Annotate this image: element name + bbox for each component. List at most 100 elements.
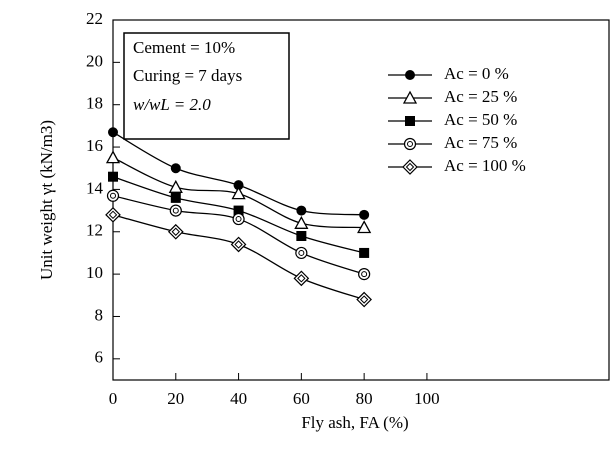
annotation-box: [123, 32, 290, 140]
y-tick-label: 6: [95, 348, 104, 367]
marker: [296, 205, 307, 216]
marker-part: [234, 240, 243, 249]
series-line: [112, 214, 365, 301]
marker-part: [296, 231, 307, 241]
marker-part: [110, 192, 116, 199]
marker-part: [296, 205, 307, 216]
marker: [233, 180, 244, 191]
marker-part: [231, 186, 246, 200]
y-tick-label: 8: [95, 305, 104, 324]
y-tick-label: 14: [86, 178, 104, 197]
marker: [230, 236, 247, 253]
marker: [170, 163, 181, 174]
marker-part: [108, 127, 118, 138]
marker-part: [293, 270, 310, 287]
legend-label: Ac = 25 %: [444, 87, 517, 106]
y-tick-label: 18: [86, 94, 103, 113]
y-tick-label: 20: [86, 51, 103, 70]
marker-part: [106, 189, 120, 202]
legend-label: Ac = 100 %: [444, 156, 526, 175]
marker: [359, 209, 370, 220]
y-axis-label: Unit weight γt (kN/m3): [37, 120, 56, 280]
y-tick-label: 10: [86, 263, 103, 282]
marker: [294, 215, 309, 229]
marker-part: [105, 150, 121, 164]
marker-part: [405, 116, 415, 126]
marker: [233, 205, 244, 216]
x-tick-label: 100: [414, 389, 440, 408]
marker-part: [403, 137, 417, 151]
x-tick-label: 80: [356, 389, 373, 408]
y-tick-label: 16: [86, 136, 103, 155]
marker: [231, 186, 246, 200]
marker-part: [359, 209, 370, 220]
marker: [105, 150, 121, 164]
marker-part: [235, 216, 242, 223]
marker-part: [108, 210, 118, 220]
marker-part: [297, 274, 306, 283]
marker-part: [169, 204, 182, 217]
marker-part: [405, 162, 415, 172]
marker: [167, 223, 184, 240]
series-line: [112, 131, 365, 216]
marker: [402, 159, 418, 175]
marker: [296, 231, 307, 241]
marker-part: [358, 268, 371, 281]
marker-part: [230, 236, 247, 253]
x-tick-label: 40: [230, 389, 247, 408]
marker: [295, 246, 308, 260]
marker-part: [105, 206, 121, 223]
annotation: w/wL = 2.0: [133, 95, 211, 114]
marker: [405, 70, 415, 80]
marker-part: [170, 163, 181, 174]
x-tick-label: 0: [109, 389, 118, 408]
marker: [170, 192, 181, 203]
marker-part: [298, 249, 305, 256]
x-tick-label: 60: [293, 389, 310, 408]
marker: [293, 270, 310, 287]
marker-part: [233, 180, 244, 191]
marker: [357, 220, 372, 234]
marker: [232, 212, 245, 226]
marker: [405, 116, 415, 126]
marker: [358, 268, 371, 281]
marker: [106, 189, 120, 202]
marker: [402, 90, 418, 104]
marker-part: [407, 141, 413, 147]
marker: [168, 179, 183, 193]
marker-part: [171, 227, 180, 236]
marker-part: [405, 70, 415, 80]
marker: [359, 247, 370, 258]
marker-part: [108, 171, 118, 182]
marker-part: [170, 192, 181, 203]
marker-part: [294, 215, 309, 229]
legend-label: Ac = 0 %: [444, 64, 509, 83]
annotation: Cement = 10%: [133, 38, 235, 57]
marker-part: [361, 271, 368, 278]
y-tick-label: 12: [86, 221, 103, 240]
marker-part: [168, 179, 183, 193]
marker: [403, 137, 417, 151]
y-tick-label: 22: [86, 9, 103, 28]
marker-part: [402, 90, 418, 104]
marker: [169, 204, 182, 217]
marker-part: [232, 212, 245, 226]
marker-part: [359, 295, 369, 304]
marker: [356, 291, 372, 308]
marker: [108, 127, 118, 138]
x-axis-label: Fly ash, FA (%): [301, 413, 408, 432]
x-tick-label: 20: [167, 389, 184, 408]
annotation: Curing = 7 days: [133, 66, 242, 85]
marker-part: [295, 246, 308, 260]
marker-part: [357, 220, 372, 234]
marker-part: [356, 291, 372, 308]
marker-part: [167, 223, 184, 240]
marker: [108, 171, 118, 182]
marker-part: [233, 205, 244, 216]
legend-label: Ac = 75 %: [444, 133, 517, 152]
legend-label: Ac = 50 %: [444, 110, 517, 129]
marker-part: [359, 247, 370, 258]
marker-part: [402, 159, 418, 175]
marker-part: [172, 207, 179, 214]
